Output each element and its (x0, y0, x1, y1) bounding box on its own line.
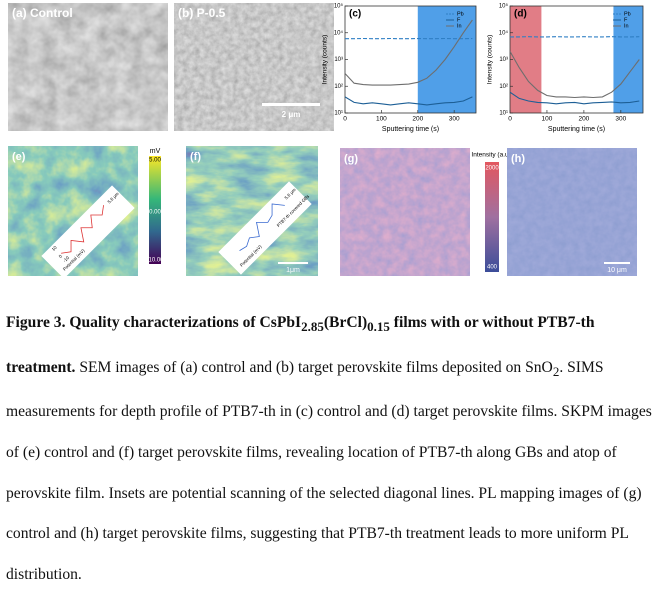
legend-label: In (624, 23, 629, 29)
panel-label: (c) (349, 9, 361, 20)
colorbar-label: 5.00 (149, 158, 161, 164)
y-tick-label: 10⁵ (334, 3, 344, 10)
panel-label: (h) (511, 153, 525, 165)
panel-label: (f) (190, 151, 201, 163)
pl-image (507, 148, 637, 276)
x-tick-label: 300 (449, 116, 460, 123)
colorbar (485, 162, 499, 272)
colorbar-label: -10.00 (146, 258, 164, 264)
y-tick-label: 10⁴ (334, 29, 344, 36)
panel-label: (e) (12, 151, 26, 163)
x-tick-label: 300 (615, 116, 626, 123)
caption: Figure 3. Quality characterizations of C… (6, 303, 652, 595)
x-tick-label: 200 (578, 116, 589, 123)
y-axis-title: Intensity (counts) (487, 35, 494, 85)
y-tick-label: 10² (499, 84, 508, 90)
colorbar-label: 0.00 (149, 210, 161, 216)
caption-text: Figure 3. Quality characterizations of C… (6, 314, 301, 331)
caption-text: SEM images of (a) control and (b) target… (79, 359, 553, 376)
panel-label: (g) (344, 153, 358, 165)
y-tick-label: 10² (334, 84, 343, 90)
x-tick-label: 0 (508, 116, 512, 123)
panel-label: (a) Control (12, 6, 73, 20)
panel-label: (b) P-0.5 (178, 6, 226, 20)
colorbar-unit: mV (150, 148, 161, 155)
x-tick-label: 100 (376, 116, 387, 123)
colorbar-label: 400 (487, 265, 498, 271)
sem-image (174, 3, 334, 131)
caption-text: . SIMS measurements for depth profile of… (6, 359, 652, 583)
y-tick-label: 10¹ (499, 111, 508, 117)
x-tick-label: 0 (343, 116, 347, 123)
y-tick-label: 10¹ (334, 111, 343, 117)
panel-label: (d) (514, 9, 527, 20)
y-tick-label: 10³ (334, 57, 343, 63)
caption-sub: 2.85 (301, 319, 324, 334)
scale-label: 2 μm (282, 110, 301, 119)
x-tick-label: 100 (542, 116, 553, 123)
caption-sub: 0.15 (367, 319, 390, 334)
caption-text: (BrCl) (324, 314, 367, 331)
x-axis-title: Sputtering time (s) (548, 126, 605, 133)
y-tick-label: 10⁴ (499, 29, 509, 36)
colorbar-label: 2000 (485, 166, 499, 172)
sem-image (8, 3, 168, 131)
scale-bar (262, 103, 320, 106)
shaded-region (418, 6, 476, 113)
x-tick-label: 200 (412, 116, 423, 123)
x-axis-title: Sputtering time (s) (382, 126, 439, 133)
y-tick-label: 10³ (499, 57, 508, 63)
legend-label: In (457, 23, 462, 29)
scale-label: 10 μm (607, 267, 627, 274)
scale-bar (604, 262, 630, 264)
pl-image (340, 148, 470, 276)
scale-label: 1μm (286, 267, 300, 274)
y-tick-label: 10⁵ (499, 3, 509, 10)
figure: (a) Control (b) P-0.5 2 μm (e) 5.6 μm Po… (0, 0, 657, 292)
scale-bar (278, 262, 308, 264)
colorbar-title: Intensity (a.u.) (471, 152, 512, 159)
shaded-region (613, 6, 643, 113)
y-axis-title: Intensity (counts) (322, 35, 329, 85)
